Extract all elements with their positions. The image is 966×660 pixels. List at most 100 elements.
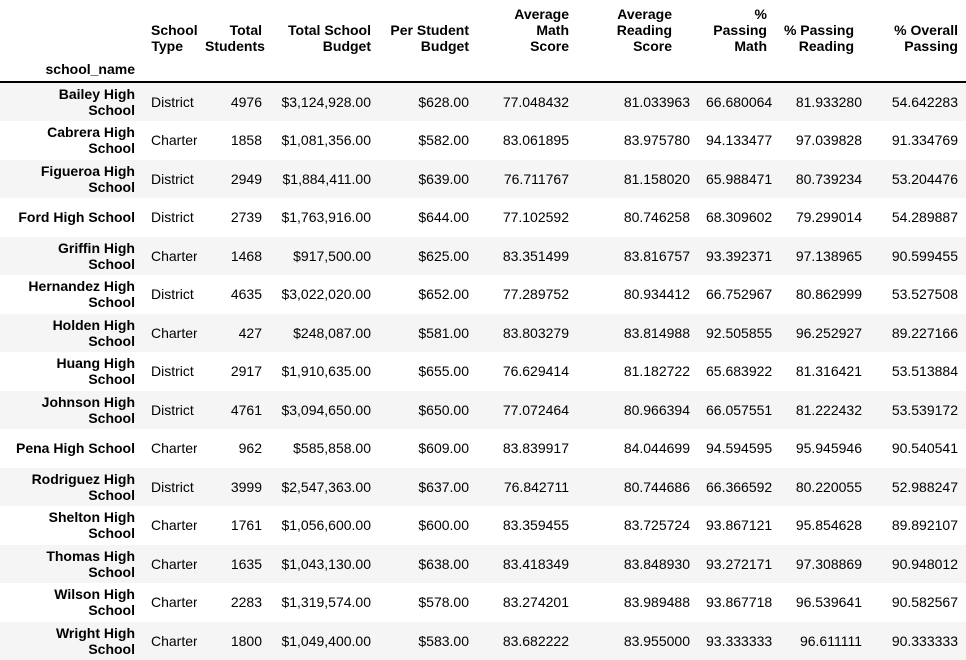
cell-total-school-budget: $3,022,020.00 <box>270 275 379 314</box>
cell-percent-passing-math: 94.133477 <box>698 121 775 160</box>
row-header-school-name: Huang High School <box>0 352 143 391</box>
cell-per-student-budget: $652.00 <box>379 275 477 314</box>
cell-average-reading-score: 81.158020 <box>577 160 698 199</box>
cell-average-reading-score: 83.848930 <box>577 545 698 584</box>
cell-average-reading-score: 83.989488 <box>577 583 698 622</box>
cell-total-school-budget: $1,043,130.00 <box>270 545 379 584</box>
cell-total-students: 4635 <box>197 275 270 314</box>
table-row: Wright High School Charter 1800 $1,049,4… <box>0 622 966 660</box>
cell-percent-passing-math: 93.867718 <box>698 583 775 622</box>
cell-total-school-budget: $1,910,635.00 <box>270 352 379 391</box>
col-header-percent-overall-passing: % Overall Passing <box>870 0 966 59</box>
cell-total-students: 2739 <box>197 198 270 237</box>
cell-per-student-budget: $655.00 <box>379 352 477 391</box>
cell-per-student-budget: $578.00 <box>379 583 477 622</box>
table-header: School Type Total Students Total School … <box>0 0 966 82</box>
cell-average-reading-score: 83.725724 <box>577 506 698 545</box>
cell-school-type: Charter <box>143 506 197 545</box>
cell-percent-overall-passing: 90.540541 <box>870 429 966 468</box>
cell-percent-passing-math: 66.752967 <box>698 275 775 314</box>
table-row: Johnson High School District 4761 $3,094… <box>0 391 966 430</box>
cell-percent-passing-reading: 97.039828 <box>775 121 870 160</box>
cell-average-math-score: 76.711767 <box>477 160 577 199</box>
cell-percent-overall-passing: 90.582567 <box>870 583 966 622</box>
cell-average-reading-score: 84.044699 <box>577 429 698 468</box>
cell-percent-overall-passing: 54.289887 <box>870 198 966 237</box>
cell-school-type: Charter <box>143 583 197 622</box>
cell-total-school-budget: $585,858.00 <box>270 429 379 468</box>
cell-average-reading-score: 81.182722 <box>577 352 698 391</box>
cell-percent-passing-reading: 81.222432 <box>775 391 870 430</box>
table-row: Rodriguez High School District 3999 $2,5… <box>0 468 966 507</box>
cell-percent-passing-math: 66.680064 <box>698 82 775 121</box>
cell-percent-passing-math: 66.057551 <box>698 391 775 430</box>
table-row: Ford High School District 2739 $1,763,91… <box>0 198 966 237</box>
cell-total-students: 2917 <box>197 352 270 391</box>
cell-total-students: 1761 <box>197 506 270 545</box>
cell-percent-overall-passing: 91.334769 <box>870 121 966 160</box>
cell-percent-passing-math: 65.683922 <box>698 352 775 391</box>
cell-percent-overall-passing: 53.527508 <box>870 275 966 314</box>
cell-average-math-score: 83.359455 <box>477 506 577 545</box>
cell-per-student-budget: $582.00 <box>379 121 477 160</box>
table-row: Huang High School District 2917 $1,910,6… <box>0 352 966 391</box>
index-spacer-cell <box>0 0 143 59</box>
row-header-school-name: Bailey High School <box>0 82 143 121</box>
cell-total-school-budget: $1,049,400.00 <box>270 622 379 660</box>
cell-percent-passing-math: 94.594595 <box>698 429 775 468</box>
cell-percent-passing-reading: 96.252927 <box>775 314 870 353</box>
cell-total-students: 2283 <box>197 583 270 622</box>
cell-average-reading-score: 80.966394 <box>577 391 698 430</box>
cell-school-type: Charter <box>143 237 197 276</box>
cell-school-type: Charter <box>143 622 197 660</box>
row-header-school-name: Johnson High School <box>0 391 143 430</box>
cell-average-math-score: 76.629414 <box>477 352 577 391</box>
cell-percent-overall-passing: 52.988247 <box>870 468 966 507</box>
row-header-school-name: Ford High School <box>0 198 143 237</box>
col-header-average-math-score: Average Math Score <box>477 0 577 59</box>
cell-school-type: District <box>143 352 197 391</box>
col-header-percent-passing-math: % Passing Math <box>698 0 775 59</box>
table-row: Thomas High School Charter 1635 $1,043,1… <box>0 545 966 584</box>
cell-percent-passing-reading: 79.299014 <box>775 198 870 237</box>
cell-percent-passing-reading: 81.316421 <box>775 352 870 391</box>
cell-average-math-score: 76.842711 <box>477 468 577 507</box>
cell-total-students: 4761 <box>197 391 270 430</box>
col-header-total-school-budget: Total School Budget <box>270 0 379 59</box>
cell-total-students: 962 <box>197 429 270 468</box>
cell-average-math-score: 77.102592 <box>477 198 577 237</box>
table-row: Cabrera High School Charter 1858 $1,081,… <box>0 121 966 160</box>
cell-total-students: 1468 <box>197 237 270 276</box>
cell-total-school-budget: $1,319,574.00 <box>270 583 379 622</box>
cell-total-students: 3999 <box>197 468 270 507</box>
cell-total-students: 1635 <box>197 545 270 584</box>
cell-school-type: District <box>143 468 197 507</box>
cell-per-student-budget: $639.00 <box>379 160 477 199</box>
cell-percent-passing-math: 93.392371 <box>698 237 775 276</box>
cell-percent-passing-math: 66.366592 <box>698 468 775 507</box>
cell-percent-overall-passing: 89.892107 <box>870 506 966 545</box>
cell-percent-passing-reading: 97.138965 <box>775 237 870 276</box>
cell-average-math-score: 83.274201 <box>477 583 577 622</box>
cell-average-math-score: 83.351499 <box>477 237 577 276</box>
cell-per-student-budget: $609.00 <box>379 429 477 468</box>
cell-total-school-budget: $3,094,650.00 <box>270 391 379 430</box>
col-header-average-reading-score: Average Reading Score <box>577 0 698 59</box>
cell-school-type: District <box>143 198 197 237</box>
cell-school-type: District <box>143 82 197 121</box>
cell-percent-passing-math: 93.333333 <box>698 622 775 660</box>
row-header-school-name: Cabrera High School <box>0 121 143 160</box>
row-header-school-name: Hernandez High School <box>0 275 143 314</box>
cell-school-type: Charter <box>143 545 197 584</box>
cell-total-students: 1858 <box>197 121 270 160</box>
cell-percent-overall-passing: 53.539172 <box>870 391 966 430</box>
cell-percent-passing-reading: 95.945946 <box>775 429 870 468</box>
cell-total-school-budget: $2,547,363.00 <box>270 468 379 507</box>
cell-average-math-score: 83.803279 <box>477 314 577 353</box>
cell-percent-passing-reading: 96.539641 <box>775 583 870 622</box>
cell-average-math-score: 83.839917 <box>477 429 577 468</box>
row-header-school-name: Pena High School <box>0 429 143 468</box>
cell-per-student-budget: $650.00 <box>379 391 477 430</box>
row-header-school-name: Holden High School <box>0 314 143 353</box>
row-header-school-name: Griffin High School <box>0 237 143 276</box>
